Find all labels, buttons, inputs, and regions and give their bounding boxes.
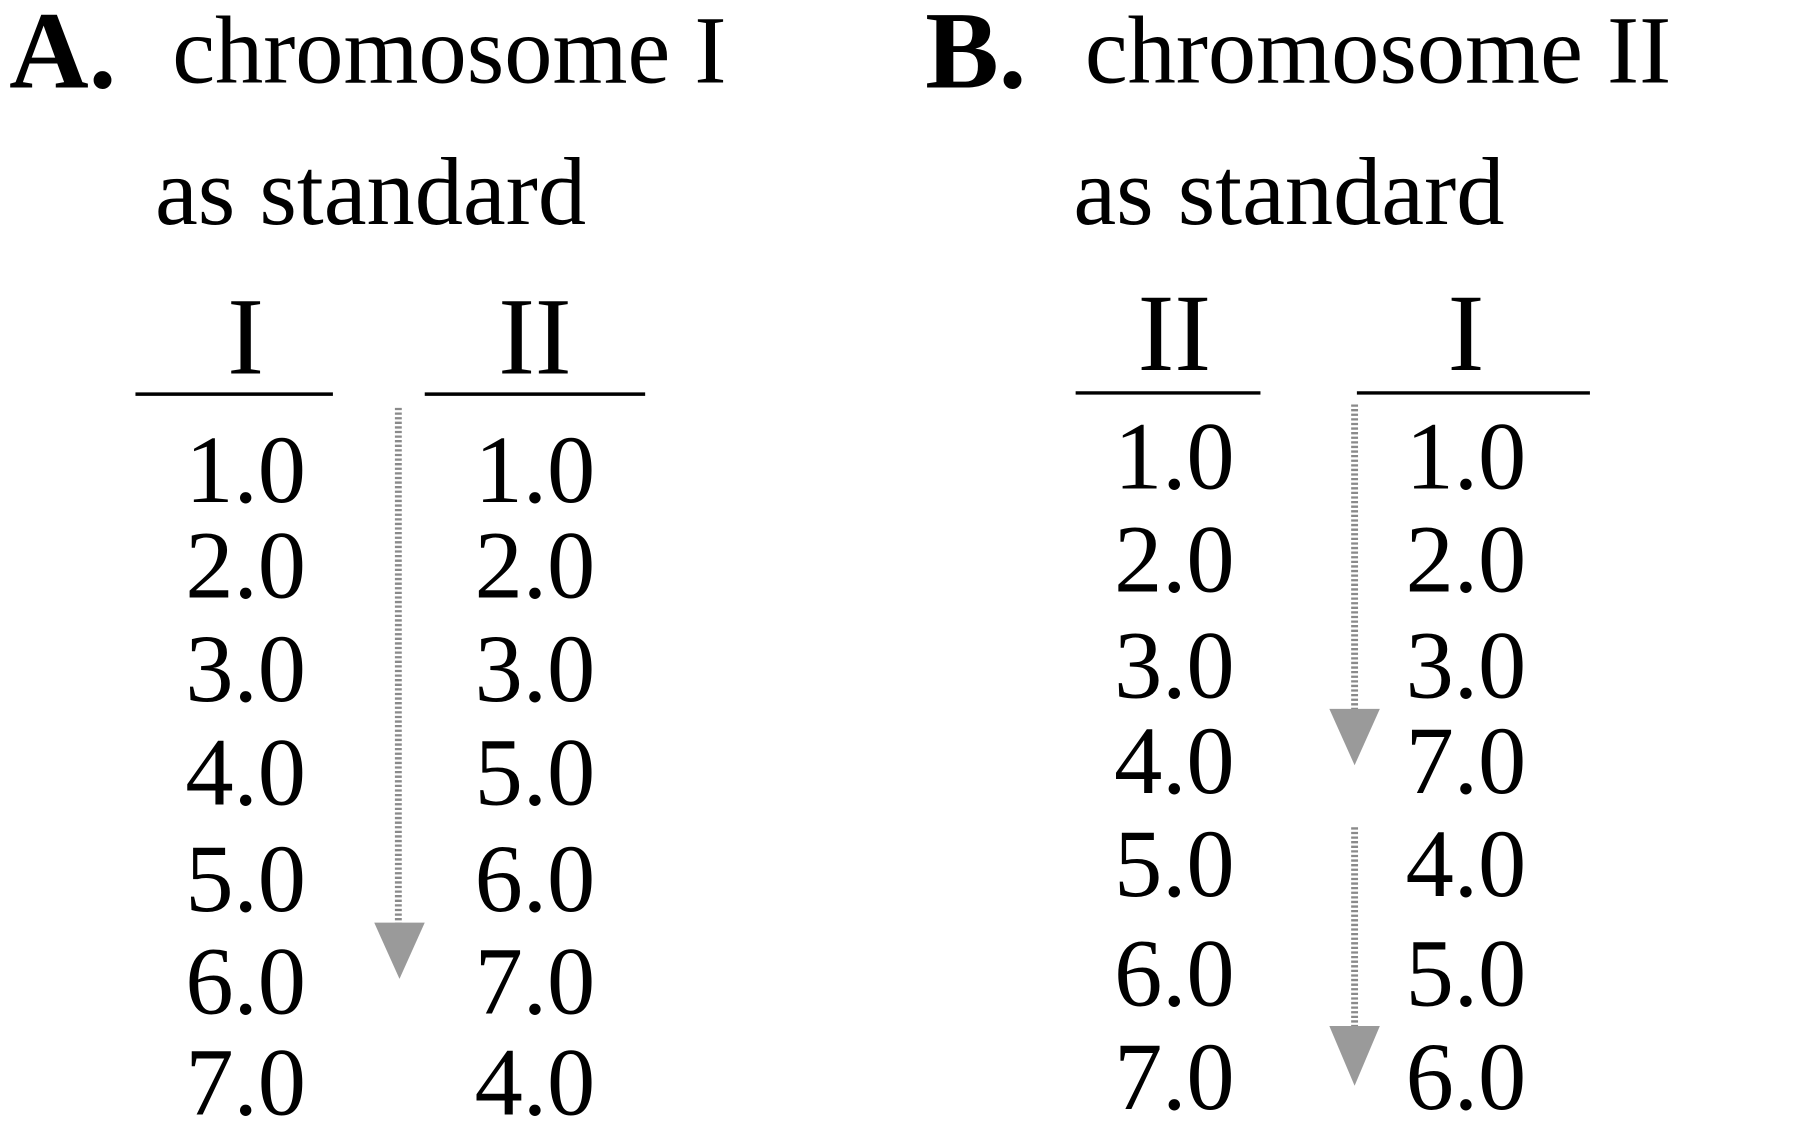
map-distance: 6.0: [1406, 1023, 1527, 1126]
arrow: [1329, 404, 1380, 766]
panel-letter: B.: [925, 0, 1026, 111]
column-header: I: [1448, 272, 1485, 394]
map-distance: 6.0: [185, 927, 306, 1034]
map-distance: 1.0: [475, 416, 596, 523]
map-distance: 2.0: [475, 511, 596, 618]
map-distance: 6.0: [1114, 919, 1235, 1026]
map-distance: 7.0: [1114, 1023, 1235, 1126]
panel-title: chromosome I: [172, 0, 726, 104]
map-distance: 2.0: [1114, 506, 1235, 613]
map-distance: 3.0: [1114, 611, 1235, 718]
map-distance: 7.0: [475, 927, 596, 1034]
map-distance: 2.0: [1406, 506, 1527, 613]
map-distance: 7.0: [185, 1028, 306, 1126]
map-distance: 1.0: [185, 416, 306, 523]
column-header: II: [1138, 272, 1211, 394]
column-header: II: [498, 275, 571, 397]
map-distance: 4.0: [1114, 707, 1235, 814]
map-distance: 1.0: [1406, 402, 1527, 509]
map-distance: 5.0: [185, 825, 306, 932]
map-distance: 1.0: [1114, 402, 1235, 509]
panel-subtitle: as standard: [1073, 138, 1504, 245]
map-distance: 7.0: [1406, 707, 1527, 814]
map-distance: 5.0: [475, 718, 596, 825]
map-distance: 2.0: [185, 511, 306, 618]
map-distance: 5.0: [1114, 810, 1235, 917]
arrow: [1329, 827, 1380, 1086]
map-distance: 3.0: [185, 615, 306, 722]
arrow: [374, 407, 425, 979]
column-header: I: [227, 275, 264, 397]
map-distance: 4.0: [475, 1028, 596, 1126]
map-distance: 3.0: [1406, 611, 1527, 718]
map-distance: 4.0: [185, 718, 306, 825]
map-distance: 3.0: [475, 615, 596, 722]
map-distance: 5.0: [1406, 919, 1527, 1026]
map-distance: 4.0: [1406, 810, 1527, 917]
map-distance: 6.0: [475, 825, 596, 932]
panel-subtitle: as standard: [155, 138, 586, 245]
panel-letter: A.: [9, 0, 116, 111]
panel-title: chromosome II: [1085, 0, 1671, 104]
